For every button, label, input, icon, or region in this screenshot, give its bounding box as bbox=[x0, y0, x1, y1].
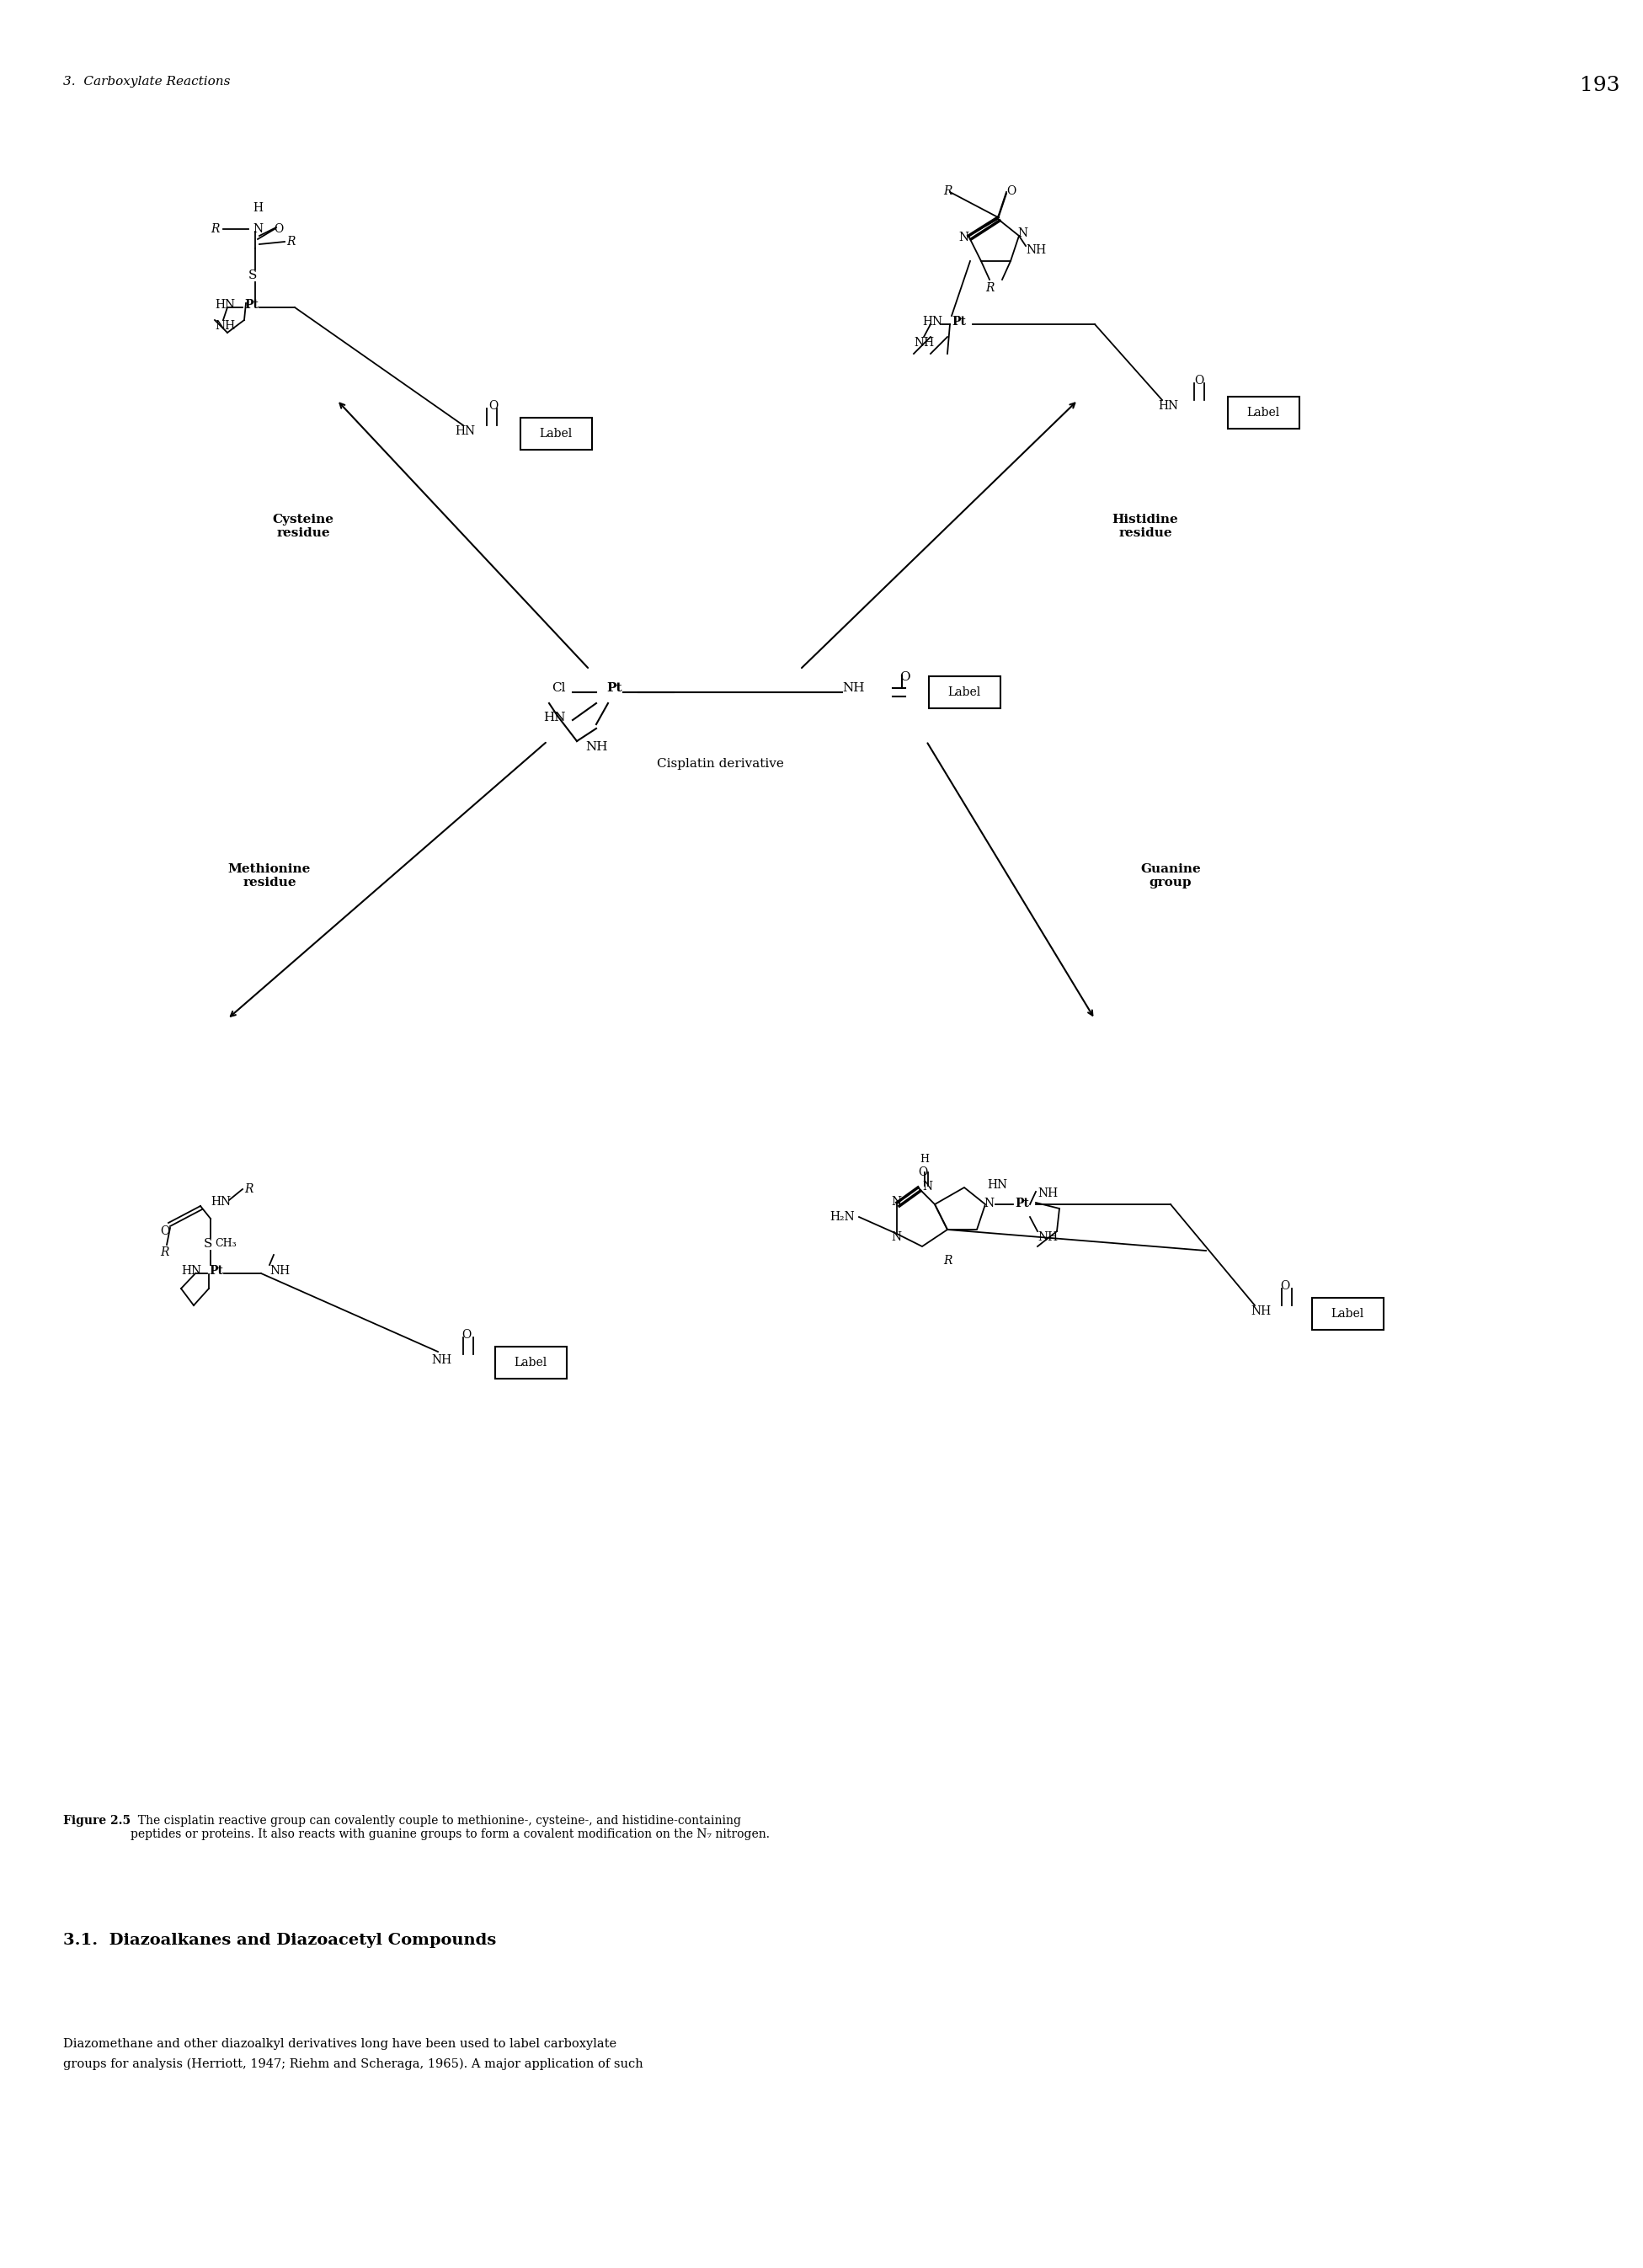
Bar bbox=[1311, 1297, 1383, 1329]
Bar bbox=[1227, 397, 1300, 429]
Text: Pt: Pt bbox=[209, 1266, 223, 1277]
Text: NH: NH bbox=[585, 742, 608, 753]
Text: NH: NH bbox=[1250, 1306, 1272, 1318]
Text: H: H bbox=[253, 202, 263, 213]
Bar bbox=[521, 417, 591, 449]
Text: Pt: Pt bbox=[951, 315, 966, 327]
Text: H₂N: H₂N bbox=[830, 1211, 854, 1222]
Text: 3.1.  Diazoalkanes and Diazoacetyl Compounds: 3.1. Diazoalkanes and Diazoacetyl Compou… bbox=[62, 1932, 496, 1948]
Text: O: O bbox=[1007, 186, 1015, 197]
Text: Cl: Cl bbox=[552, 683, 565, 694]
Text: N: N bbox=[891, 1232, 902, 1243]
Text: Label: Label bbox=[539, 429, 572, 440]
Text: Pt: Pt bbox=[1015, 1198, 1029, 1209]
Text: Figure 2.5: Figure 2.5 bbox=[62, 1814, 131, 1826]
Text: Label: Label bbox=[1331, 1309, 1364, 1320]
Text: NH: NH bbox=[1037, 1188, 1058, 1200]
Text: O: O bbox=[462, 1329, 472, 1340]
Text: HN: HN bbox=[1158, 399, 1178, 413]
Text: HN: HN bbox=[455, 426, 475, 438]
Text: NH: NH bbox=[430, 1354, 452, 1365]
Text: O: O bbox=[274, 222, 283, 236]
Text: HN: HN bbox=[210, 1195, 232, 1207]
Text: NH: NH bbox=[1025, 245, 1047, 256]
Text: NH: NH bbox=[269, 1266, 289, 1277]
Text: The cisplatin reactive group can covalently couple to methionine-, cysteine-, an: The cisplatin reactive group can covalen… bbox=[130, 1814, 769, 1839]
Text: Cisplatin derivative: Cisplatin derivative bbox=[657, 758, 784, 769]
Text: R: R bbox=[943, 186, 951, 197]
Text: NH: NH bbox=[914, 338, 933, 349]
Text: N: N bbox=[253, 222, 263, 236]
Text: HN: HN bbox=[215, 299, 235, 311]
Bar bbox=[928, 676, 1001, 708]
Text: N: N bbox=[922, 1182, 932, 1193]
Text: R: R bbox=[986, 281, 994, 295]
Text: O: O bbox=[1194, 374, 1204, 386]
Text: HN: HN bbox=[544, 712, 565, 723]
Text: O: O bbox=[899, 671, 910, 683]
Text: S: S bbox=[248, 270, 258, 281]
Text: Pt: Pt bbox=[245, 299, 258, 311]
Text: CH₃: CH₃ bbox=[215, 1238, 237, 1250]
Text: 3.  Carboxylate Reactions: 3. Carboxylate Reactions bbox=[62, 75, 230, 88]
Text: R: R bbox=[210, 222, 220, 236]
Text: Label: Label bbox=[948, 687, 981, 699]
Text: NH: NH bbox=[1037, 1232, 1058, 1243]
Text: R: R bbox=[943, 1254, 951, 1266]
Text: O: O bbox=[918, 1166, 927, 1177]
Text: N: N bbox=[958, 231, 969, 243]
Text: O: O bbox=[1280, 1279, 1290, 1293]
Text: NH: NH bbox=[843, 683, 864, 694]
Text: R: R bbox=[245, 1184, 253, 1195]
Text: O: O bbox=[159, 1225, 169, 1236]
Text: N: N bbox=[1017, 227, 1027, 238]
Text: Pt: Pt bbox=[606, 683, 623, 694]
Text: N: N bbox=[984, 1198, 994, 1209]
Text: HN: HN bbox=[922, 315, 943, 327]
Text: R: R bbox=[286, 236, 296, 247]
Text: H: H bbox=[920, 1154, 928, 1166]
Text: Histidine
residue: Histidine residue bbox=[1112, 513, 1178, 540]
Text: Methionine
residue: Methionine residue bbox=[228, 864, 311, 889]
Text: Label: Label bbox=[514, 1356, 547, 1368]
Text: HN: HN bbox=[181, 1266, 202, 1277]
Text: NH: NH bbox=[215, 320, 235, 331]
Text: Guanine
group: Guanine group bbox=[1140, 864, 1201, 889]
Text: 193: 193 bbox=[1581, 75, 1620, 95]
Text: S: S bbox=[204, 1238, 212, 1250]
Text: Label: Label bbox=[1247, 406, 1280, 420]
Text: Diazomethane and other diazoalkyl derivatives long have been used to label carbo: Diazomethane and other diazoalkyl deriva… bbox=[62, 2039, 642, 2071]
Text: O: O bbox=[488, 399, 498, 413]
Text: N: N bbox=[891, 1195, 902, 1207]
Bar bbox=[495, 1347, 567, 1379]
Text: HN: HN bbox=[987, 1179, 1007, 1191]
Text: Cysteine
residue: Cysteine residue bbox=[273, 513, 334, 540]
Text: R: R bbox=[159, 1247, 169, 1259]
